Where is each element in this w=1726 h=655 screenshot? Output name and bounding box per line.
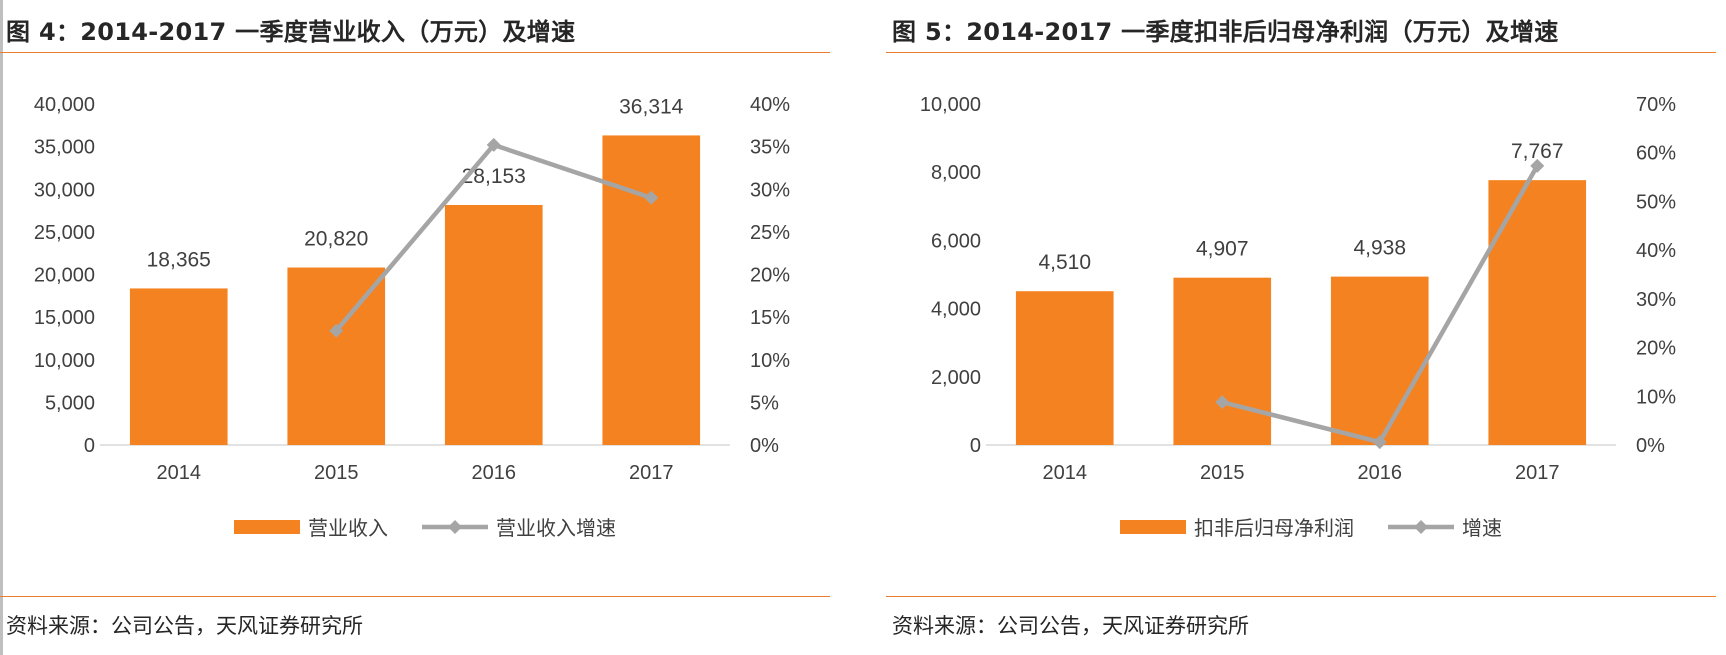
y2-tick-label: 0% [1636,435,1665,457]
growth-point [329,323,344,338]
y2-tick-label: 40% [1636,240,1676,262]
y2-tick-label: 5% [750,392,779,414]
legend-swatch-marker [448,520,462,534]
y-tick-label: 10,000 [920,94,981,116]
y2-tick-label: 0% [750,435,779,457]
bar-data-label: 20,820 [304,228,368,251]
x-tick-label: 2015 [1200,462,1245,484]
bar [129,288,228,445]
page-left-border [0,0,3,655]
bar-data-label: 4,907 [1196,238,1249,261]
figure-5-bottom-rule [886,596,1716,597]
bar [602,135,701,445]
figure-5-top-rule [886,52,1716,53]
x-tick-label: 2014 [1043,462,1088,484]
bar [1015,291,1114,445]
x-tick-label: 2016 [1358,462,1403,484]
y-tick-label: 4,000 [931,299,981,321]
y2-tick-label: 15% [750,307,790,329]
y2-tick-label: 10% [750,350,790,372]
y-tick-label: 5,000 [45,392,95,414]
y-tick-label: 2,000 [931,367,981,389]
y-tick-label: 30,000 [34,179,95,201]
y-tick-label: 15,000 [34,307,95,329]
x-tick-label: 2016 [472,462,517,484]
legend-label: 增速 [1462,516,1502,540]
y2-tick-label: 50% [1636,191,1676,213]
figure-4-top-rule [0,52,830,53]
x-tick-label: 2015 [314,462,359,484]
bar [287,267,386,445]
figure-4-source: 资料来源：公司公告，天风证券研究所 [6,614,363,638]
y2-tick-label: 25% [750,222,790,244]
legend-swatch-bar [1120,520,1186,534]
y2-tick-label: 30% [750,179,790,201]
growth-point [1530,158,1545,173]
y-tick-label: 6,000 [931,230,981,252]
x-tick-label: 2017 [629,462,674,484]
legend-swatch-bar [234,520,300,534]
y-tick-label: 10,000 [34,350,95,372]
legend-label: 营业收入增速 [496,516,616,540]
y2-tick-label: 40% [750,94,790,116]
y2-tick-label: 30% [1636,289,1676,311]
legend-label: 营业收入 [308,516,388,540]
y2-tick-label: 60% [1636,143,1676,165]
bar-data-label: 4,510 [1038,251,1091,274]
y2-tick-label: 20% [1636,338,1676,360]
figure-5-panel: 图 5：2014-2017 一季度扣非后归母净利润（万元）及增速 0 2,000 4… [886,0,1716,655]
figure-4-panel: 图 4：2014-2017 一季度营业收入（万元）及增速 0 5,000 10,00… [0,0,830,655]
figure-5-chart: 0 2,000 4,000 6,000 8,000 10,000 0% 10% 20% 30% 40… [920,94,1676,540]
bar-data-label: 7,767 [1511,140,1564,163]
figure-4-bottom-rule [0,596,830,597]
bar-data-label: 18,365 [147,248,211,271]
legend-swatch-marker [1414,520,1428,534]
figure-4-chart: 0 5,000 10,000 15,000 20,000 25,000 30,000 35,0… [34,94,790,540]
y-tick-label: 0 [84,435,95,457]
y2-tick-label: 35% [750,137,790,159]
y2-tick-label: 70% [1636,94,1676,116]
y-tick-label: 0 [970,435,981,457]
figure-5-title: 图 5：2014-2017 一季度扣非后归母净利润（万元）及增速 [892,18,1559,46]
growth-point [486,137,501,152]
y-tick-label: 25,000 [34,222,95,244]
bar [1488,180,1587,445]
bar-data-label: 4,938 [1353,237,1406,260]
y2-tick-label: 10% [1636,386,1676,408]
growth-point [644,190,659,205]
x-tick-label: 2017 [1515,462,1560,484]
y-tick-label: 35,000 [34,137,95,159]
figure-5-source: 资料来源：公司公告，天风证券研究所 [892,614,1249,638]
growth-point [1372,435,1387,450]
figure-4-title: 图 4：2014-2017 一季度营业收入（万元）及增速 [6,18,576,46]
x-tick-label: 2014 [157,462,202,484]
y-tick-label: 8,000 [931,162,981,184]
y-tick-label: 20,000 [34,265,95,287]
bar-data-label: 28,153 [462,165,526,188]
bar [1330,276,1429,445]
y2-tick-label: 20% [750,265,790,287]
legend-label: 扣非后归母净利润 [1194,516,1354,540]
bar [1173,277,1272,445]
y-tick-label: 40,000 [34,94,95,116]
growth-point [1215,395,1230,410]
bar [444,204,543,445]
bar-data-label: 36,314 [619,95,684,118]
